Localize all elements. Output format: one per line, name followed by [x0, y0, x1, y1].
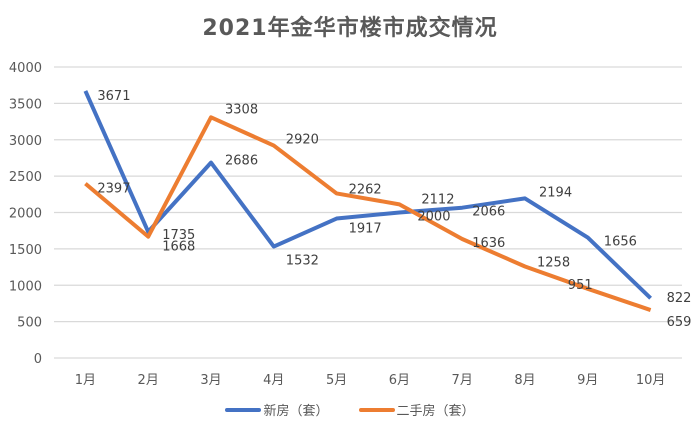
data-label: 2262 [349, 182, 382, 197]
x-tick-label: 8月 [514, 373, 535, 388]
data-label: 1668 [162, 240, 195, 255]
data-label: 1258 [537, 255, 570, 270]
data-label: 3308 [225, 102, 258, 117]
y-tick-label: 3000 [9, 134, 42, 149]
x-tick-label: 10月 [636, 373, 666, 388]
data-label: 1735 [162, 228, 195, 243]
x-tick-label: 9月 [577, 373, 598, 388]
data-label: 1917 [349, 222, 382, 237]
data-label: 2397 [97, 182, 130, 197]
series-line-1 [84, 115, 652, 312]
x-tick-label: 6月 [389, 373, 410, 388]
y-tick-label: 500 [17, 316, 42, 331]
x-tick-label: 5月 [326, 373, 347, 388]
legend-swatch [358, 407, 395, 412]
legend-label: 二手房（套） [396, 404, 475, 419]
y-tick-label: 1000 [9, 279, 42, 294]
data-label: 2066 [472, 205, 505, 220]
chart-legend: 新房（套） 二手房（套） [0, 400, 700, 419]
data-label: 1532 [286, 254, 319, 269]
y-tick-label: 2500 [9, 170, 42, 185]
chart-title: 2021年金华市楼市成交情况 [202, 16, 498, 41]
legend-item-1: 二手房（套） [358, 400, 475, 419]
data-label: 2920 [286, 133, 319, 148]
legend-swatch [225, 407, 262, 412]
data-label: 2194 [539, 185, 572, 200]
line-chart: 0 500 1000 1500 2000 2500 3000 3500 4000 1月 2月 3月 4月… [9, 61, 692, 388]
x-tick-label: 7月 [452, 373, 473, 388]
y-tick-label: 4000 [9, 61, 42, 76]
data-label: 2686 [225, 154, 258, 169]
data-label: 2000 [417, 210, 450, 225]
data-label: 1656 [604, 235, 637, 250]
x-tick-label: 2月 [138, 373, 159, 388]
data-label: 3671 [97, 89, 130, 104]
data-label: 2112 [421, 192, 454, 207]
y-tick-label: 1500 [9, 243, 42, 258]
y-tick-label: 0 [34, 352, 42, 367]
data-label: 951 [568, 278, 593, 293]
y-tick-label: 3500 [9, 97, 42, 112]
legend-label: 新房（套） [263, 404, 329, 419]
y-tick-label: 2000 [9, 207, 42, 222]
x-tick-label: 4月 [263, 373, 284, 388]
x-tick-label: 1月 [75, 373, 96, 388]
series-line-0 [83, 90, 652, 300]
data-label: 1636 [472, 236, 505, 251]
x-tick-label: 3月 [200, 373, 221, 388]
legend-item-0: 新房（套） [225, 400, 329, 419]
data-label: 822 [667, 291, 692, 306]
data-label: 659 [667, 315, 692, 330]
